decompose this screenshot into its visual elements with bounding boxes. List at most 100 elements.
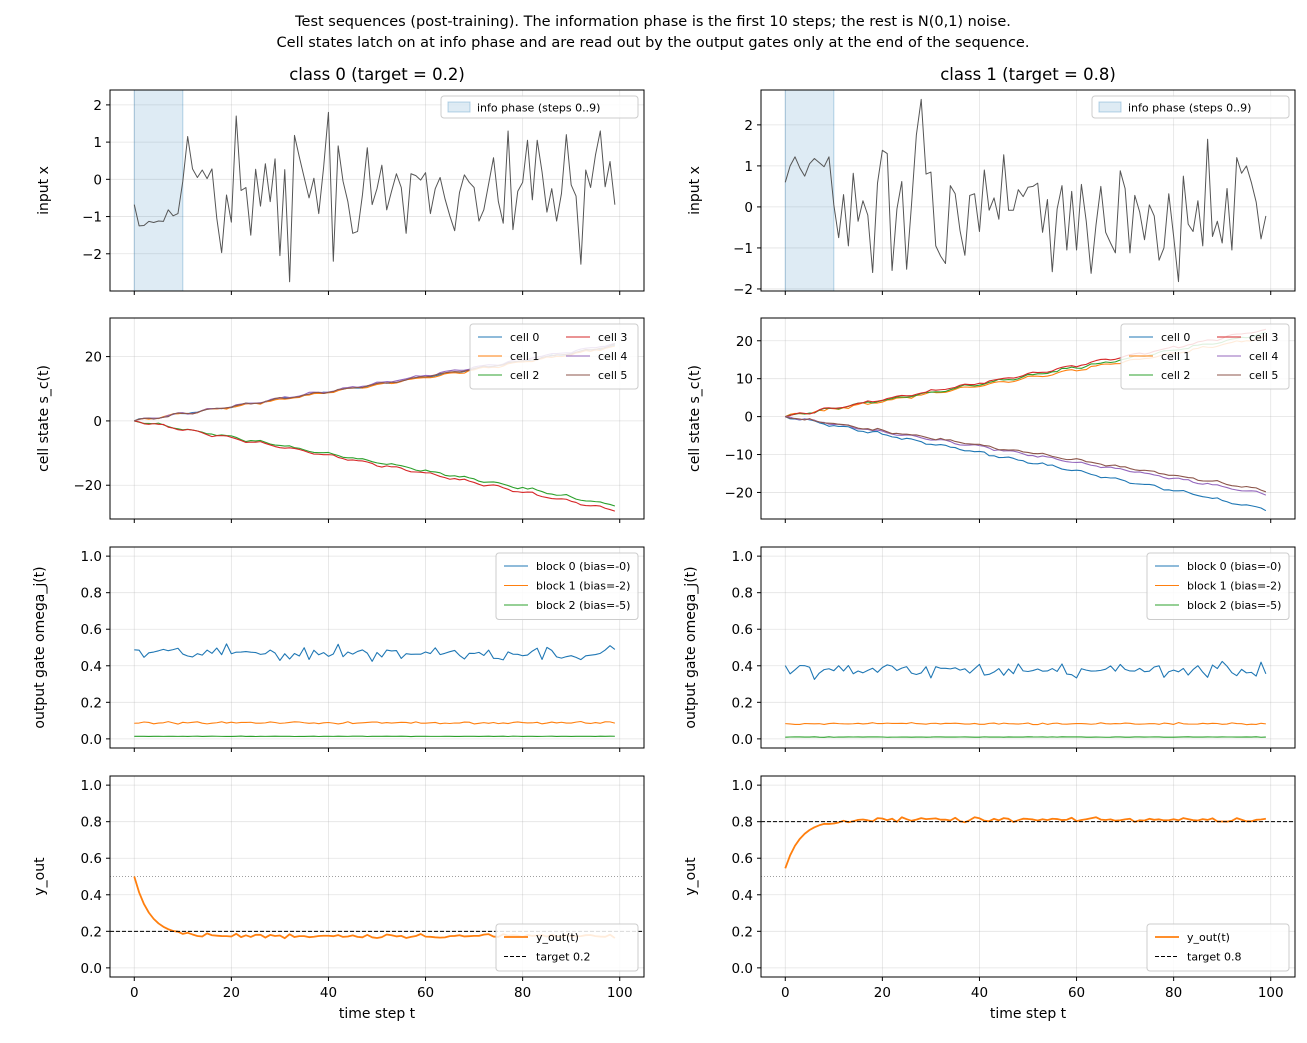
y-tick-label: 1.0: [732, 549, 753, 565]
x-axis-label: time step t: [990, 1006, 1067, 1022]
legend-box: [1091, 95, 1290, 119]
legend-box: [440, 95, 639, 119]
x-tick-label: 40: [971, 985, 988, 1001]
y-tick-label: 0.0: [81, 732, 102, 748]
legend: y_out(t)target 0.2: [495, 923, 639, 972]
x-tick-label: 100: [607, 985, 633, 1001]
y-tick-label: 0.4: [81, 659, 102, 675]
series-line-0: [784, 98, 1267, 283]
y-tick-label: 0.6: [81, 622, 102, 638]
y-tick-label: 0.4: [732, 888, 753, 904]
y-tick-label: 2: [744, 118, 753, 134]
subplot-r3-c1: 0 20 40 60 80 100 0.0 0.2 0.4 0.6 0.8 1.0 y_outtime …: [683, 775, 1296, 1022]
y-tick-label: 0.6: [732, 851, 753, 867]
y-axis-label: cell state s_c(t): [687, 365, 703, 472]
legend-swatch-info-phase: [447, 101, 471, 113]
x-tick-label: 20: [223, 985, 240, 1001]
x-axis-label: time step t: [339, 1006, 416, 1022]
legend-label: cell 0: [510, 331, 539, 344]
legend-label: cell 0: [1161, 331, 1190, 344]
legend-label: cell 5: [1249, 369, 1278, 382]
legend-label: info phase (steps 0..9): [1128, 102, 1251, 115]
x-tick-label: 40: [320, 985, 337, 1001]
x-tick-label: 60: [1068, 985, 1085, 1001]
y-axis-label: input x: [36, 166, 52, 215]
y-tick-label: −2: [82, 247, 102, 263]
y-tick-label: 0.0: [732, 961, 753, 977]
y-tick-label: 0.2: [732, 924, 753, 940]
y-tick-label: 2: [93, 98, 102, 114]
legend-label: block 2 (bias=-5): [536, 599, 630, 612]
legend-box: [469, 323, 639, 390]
legend: info phase (steps 0..9): [440, 95, 639, 119]
y-tick-label: 1.0: [732, 778, 753, 794]
y-tick-label: 0.6: [732, 622, 753, 638]
plot-area: [784, 660, 1267, 738]
subplot-r2-c0: 0.0 0.2 0.4 0.6 0.8 1.0 output gate omega_j(t)…: [32, 546, 645, 752]
y-tick-label: 20: [736, 334, 753, 350]
y-tick-label: 0.2: [732, 695, 753, 711]
legend: block 0 (bias=-0) block 1 (bias=-2) block …: [495, 552, 639, 620]
axes-frame: [760, 546, 1296, 749]
y-tick-label: 0.8: [81, 586, 102, 602]
legend-label: block 2 (bias=-5): [1187, 599, 1281, 612]
y-tick-label: −1: [82, 210, 102, 226]
axes-frame: [760, 89, 1296, 292]
y-tick-label: 0.0: [732, 732, 753, 748]
y-tick-label: 1: [93, 135, 102, 151]
y-tick-label: 0: [93, 414, 102, 430]
y-tick-label: −10: [725, 448, 754, 464]
suptitle-line-2: Cell states latch on at info phase and a…: [277, 35, 1030, 51]
y-axis-label: y_out: [32, 857, 48, 896]
y-tick-label: 20: [85, 350, 102, 366]
axes-frame: [760, 775, 1296, 978]
y-tick-label: −1: [733, 241, 753, 257]
legend-box: [495, 923, 639, 972]
subplot-r2-c1: 0.0 0.2 0.4 0.6 0.8 1.0 output gate omega_j(t)…: [683, 546, 1296, 752]
subplot-title: class 1 (target = 0.8): [940, 65, 1116, 84]
series-line-1: [134, 720, 616, 725]
y-tick-label: 10: [736, 372, 753, 388]
legend-swatch-info-phase: [1098, 101, 1122, 113]
plot-area: [134, 643, 616, 738]
y-tick-label: 0.8: [732, 815, 753, 831]
x-tick-label: 80: [514, 985, 531, 1001]
info-phase-span: [784, 90, 835, 291]
legend-label: cell 3: [598, 331, 627, 344]
legend-label: y_out(t): [1187, 931, 1230, 944]
series-line-3: [134, 420, 616, 512]
subplot-r3-c0: 0 20 40 60 80 100 0.0 0.2 0.4 0.6 0.8 1.0 y_outtime …: [32, 775, 645, 1022]
axes-frame: [760, 317, 1296, 520]
series-line-0: [134, 643, 616, 662]
y-axis-label: output gate omega_j(t): [683, 566, 699, 728]
legend-label: block 0 (bias=-0): [536, 560, 630, 573]
legend-label: cell 4: [1249, 350, 1278, 363]
y-tick-label: 1.0: [81, 778, 102, 794]
legend-label: y_out(t): [536, 931, 579, 944]
axes-frame: [109, 775, 645, 978]
legend-box: [1146, 552, 1290, 620]
subplot-r0-c0: −2 −1 0 1 2 input x class 0 (target = 0.2) info…: [36, 65, 645, 295]
y-tick-label: −2: [733, 282, 753, 298]
legend-label: cell 1: [1161, 350, 1190, 363]
series-line-0: [784, 660, 1267, 680]
legend-label: block 0 (bias=-0): [1187, 560, 1281, 573]
y-tick-label: 0: [744, 410, 753, 426]
y-tick-label: 0.4: [81, 888, 102, 904]
legend-label: cell 2: [1161, 369, 1190, 382]
plot-area: [761, 816, 1295, 877]
y-tick-label: 1: [744, 159, 753, 175]
y-tick-label: 0.8: [732, 586, 753, 602]
series-line-1: [785, 722, 1266, 726]
y-tick-label: 0.8: [81, 815, 102, 831]
series-line-0: [133, 111, 616, 283]
y-tick-label: 0.0: [81, 961, 102, 977]
legend-box: [495, 552, 639, 620]
subplot-r0-c1: −2 −1 0 1 2 input x class 1 (target = 0.8) info…: [687, 65, 1296, 298]
legend: y_out(t)target 0.8: [1146, 923, 1290, 972]
x-tick-label: 100: [1258, 985, 1284, 1001]
series-line-2: [134, 420, 616, 507]
